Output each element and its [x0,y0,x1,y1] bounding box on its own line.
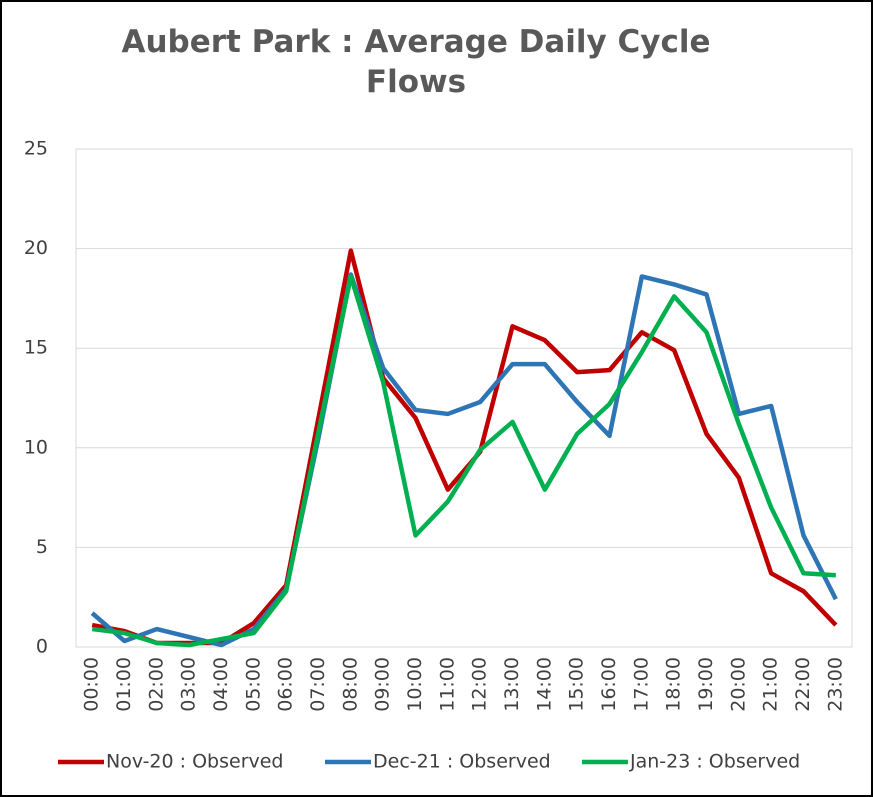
x-tick-label: 17:00 [630,657,652,712]
x-tick-label: 15:00 [566,657,588,712]
x-tick-label: 21:00 [760,657,782,712]
x-tick-label: 01:00 [113,657,135,712]
x-tick-label: 07:00 [307,657,329,712]
legend-label: Nov-20 : Observed [106,751,284,773]
x-tick-label: 02:00 [145,657,167,712]
x-tick-label: 09:00 [372,657,394,712]
y-tick-label: 15 [24,337,48,359]
x-tick-label: 04:00 [210,657,232,712]
x-tick-label: 14:00 [533,657,555,712]
x-tick-label: 00:00 [81,657,103,712]
x-tick-label: 03:00 [178,657,200,712]
x-tick-label: 05:00 [242,657,264,712]
x-tick-label: 12:00 [469,657,491,712]
x-tick-label: 18:00 [663,657,685,712]
series-line [91,274,836,648]
x-tick-label: 20:00 [727,657,749,712]
legend-label: Jan-23 : Observed [629,751,800,773]
x-tick-label: 16:00 [598,657,620,712]
x-tick-label: 10:00 [404,657,426,712]
x-tick-label: 06:00 [275,657,297,712]
y-tick-label: 0 [36,636,48,658]
legend-label: Dec-21 : Observed [373,751,551,773]
x-tick-label: 08:00 [339,657,361,712]
x-tick-label: 19:00 [695,657,717,712]
y-tick-label: 5 [36,536,48,558]
x-tick-label: 13:00 [501,657,523,712]
chart-title: Aubert Park : Average Daily Cycle Flows [121,24,711,100]
x-tick-label: 23:00 [824,657,846,712]
y-tick-label: 20 [24,237,48,259]
x-tick-label: 22:00 [792,657,814,712]
y-tick-label: 10 [24,436,48,458]
x-tick-label: 11:00 [436,657,458,712]
series-line [90,272,838,648]
y-tick-label: 25 [24,138,48,160]
